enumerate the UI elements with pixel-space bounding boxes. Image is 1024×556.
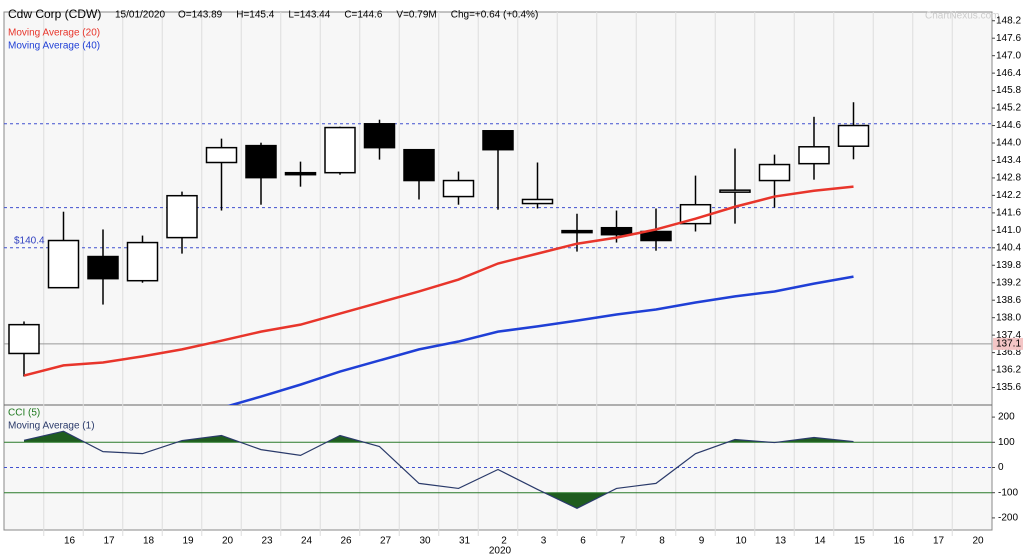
y2-tick-label: -100: [998, 487, 1018, 498]
candle-body: [442, 179, 475, 198]
candle-body: [87, 255, 119, 280]
x-tick-label: 20: [972, 536, 984, 547]
candle-body: [561, 229, 593, 234]
y-tick-label: 144.6: [996, 120, 1021, 131]
candle-body: [47, 239, 80, 289]
x-tick-label: 6: [580, 536, 586, 547]
y-tick-label: 137.4: [996, 330, 1021, 341]
y2-tick-label: 100: [998, 437, 1015, 448]
y-tick-label: 141.0: [996, 225, 1021, 236]
candle-body: [600, 226, 633, 236]
y-tick-label: 142.8: [996, 173, 1021, 184]
cci-line: [23, 430, 854, 509]
legend-ma40: Moving Average (40): [8, 41, 100, 52]
candle-body: [719, 189, 751, 193]
last-price-box: [993, 337, 1023, 350]
plot-frame: [3, 11, 993, 531]
candle-body: [640, 230, 672, 242]
x-tick-label: 26: [340, 536, 352, 547]
chart-title: Cdw Corp (CDW): [8, 7, 101, 21]
x-tick-label: 10: [735, 536, 747, 547]
candle-body: [245, 144, 277, 179]
candle-body: [363, 123, 396, 149]
date: 15/01/2020: [115, 10, 165, 21]
candle-body: [758, 163, 791, 182]
candle-body: [521, 198, 554, 205]
candle-body: [8, 323, 40, 355]
candle-body: [482, 130, 514, 151]
quote-item: C=144.6: [344, 10, 383, 21]
legend-ma20: Moving Average (20): [8, 28, 100, 39]
y-tick-label: 136.2: [996, 365, 1021, 376]
x-tick-label: 7: [620, 536, 626, 547]
x-tick-label: 14: [814, 536, 826, 547]
candle-body: [205, 146, 238, 164]
candle-body: [166, 194, 198, 239]
watermark: ChartNexus.com: [925, 11, 999, 22]
x-tick-label: 23: [261, 536, 273, 547]
moving-average-line: [227, 275, 854, 405]
candle-body: [324, 126, 356, 174]
candle-body: [284, 171, 317, 176]
x-tick-label: 17: [933, 536, 945, 547]
y-tick-label: 141.6: [996, 208, 1021, 219]
x-tick-label: 24: [301, 536, 313, 547]
moving-average-line: [23, 185, 854, 377]
x-tick-label: 13: [775, 536, 787, 547]
x-tick-label: 30: [419, 536, 431, 547]
candle-body: [403, 148, 435, 182]
x-tick-label: 20: [222, 536, 234, 547]
y-tick-label: 139.2: [996, 277, 1021, 288]
y-tick-label: 139.8: [996, 260, 1021, 271]
y-tick-label: 147.0: [996, 50, 1021, 61]
x-tick-label: 16: [893, 536, 905, 547]
x-tick-label: 8: [659, 536, 665, 547]
y2-tick-label: 200: [998, 412, 1015, 423]
y-tick-label: 142.2: [996, 190, 1021, 201]
x-tick-label: 17: [103, 536, 115, 547]
x-tick-label: 9: [699, 536, 705, 547]
y-tick-label: 144.0: [996, 138, 1021, 149]
y-tick-label: 135.6: [996, 382, 1021, 393]
x-tick-label: 31: [459, 536, 471, 547]
annotation: $140.4: [14, 235, 45, 246]
x-tick-label: 16: [64, 536, 76, 547]
candle-body: [837, 124, 870, 147]
x-tick-label: 15: [854, 536, 866, 547]
x-tick-label: 27: [380, 536, 392, 547]
quote-item: L=143.44: [288, 10, 330, 21]
y-tick-label: 140.4: [996, 242, 1021, 253]
y-tick-label: 145.8: [996, 85, 1021, 96]
last-price-label: 137.1: [996, 339, 1021, 350]
candle-body: [126, 241, 159, 282]
y-tick-label: 136.8: [996, 347, 1021, 358]
y-tick-label: 147.6: [996, 33, 1021, 44]
y-tick-label: 143.4: [996, 155, 1021, 166]
y-tick-label: 148.2: [996, 15, 1021, 26]
vertical-grid: [43, 12, 953, 536]
x-tick-label: 2: [501, 536, 507, 547]
y-tick-label: 138.6: [996, 295, 1021, 306]
year-label: 2020: [489, 546, 512, 556]
x-tick-label: 3: [541, 536, 547, 547]
quote-item: H=145.4: [236, 10, 275, 21]
y-tick-label: 145.2: [996, 103, 1021, 114]
candle-body: [798, 146, 830, 165]
y-tick-label: 146.4: [996, 68, 1021, 79]
quote-item: V=0.79M: [396, 10, 436, 21]
y2-tick-label: -200: [998, 513, 1018, 524]
x-tick-label: 19: [182, 536, 194, 547]
quote-item: Chg=+0.64 (+0.4%): [451, 10, 539, 21]
y-tick-label: 138.0: [996, 312, 1021, 323]
y2-tick-label: 0: [998, 462, 1004, 473]
x-tick-label: 18: [143, 536, 155, 547]
quote-item: O=143.89: [178, 10, 223, 21]
legend-cci-ma: Moving Average (1): [8, 421, 95, 432]
cci-title: CCI (5): [8, 408, 40, 419]
